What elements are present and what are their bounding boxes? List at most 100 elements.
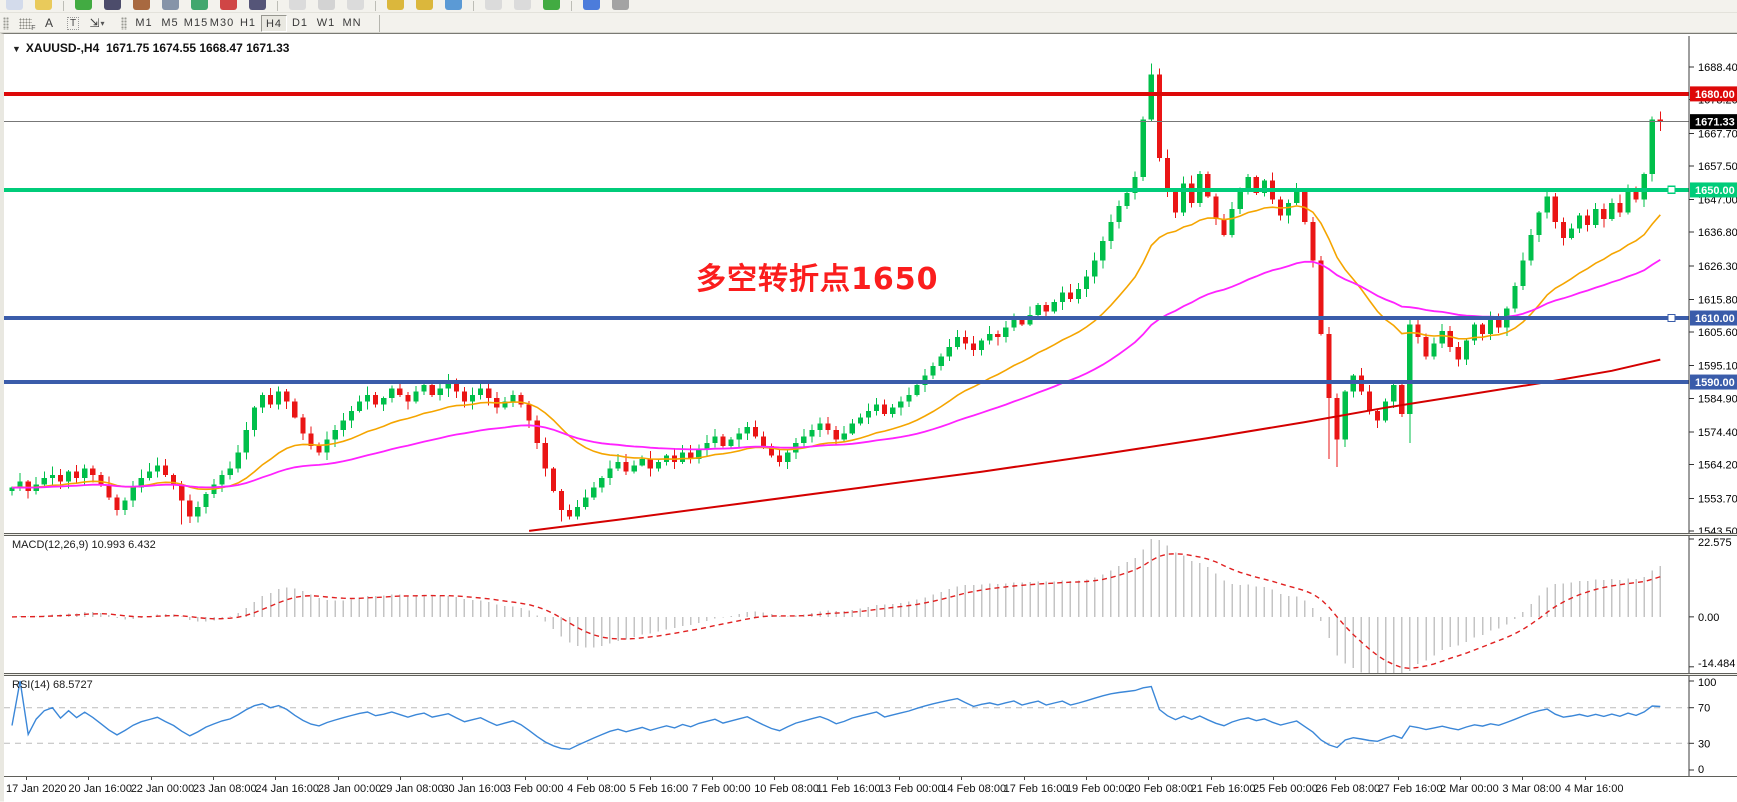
timeframe-button-d1[interactable]: D1 xyxy=(291,16,309,29)
price-tick-label: 1647.00 xyxy=(1698,195,1737,207)
toolbar-icon-fragment[interactable] xyxy=(75,0,92,10)
rsi-tick-label: 100 xyxy=(1698,677,1716,689)
toolbar-icon-fragment[interactable] xyxy=(583,0,600,10)
toolbar-icon-fragment[interactable] xyxy=(445,0,462,10)
toolbar-icon-fragment[interactable] xyxy=(416,0,433,10)
one-click-trading-arrow-icon[interactable]: ▼ xyxy=(12,44,21,54)
chart-window[interactable]: ▼ XAUUSD-,H4 1671.75 1674.55 1668.47 1671… xyxy=(0,33,1737,802)
time-tick xyxy=(524,777,526,780)
price-tick-label: 1667.70 xyxy=(1698,128,1737,140)
toolbar-icon-fragment[interactable] xyxy=(162,0,179,10)
toolbar-standard[interactable] xyxy=(0,0,1737,13)
chart-text-annotation[interactable]: 多空转折点1650 xyxy=(696,262,939,297)
time-tick-label: 22 Jan 00:00 xyxy=(130,783,195,795)
text-box-icon[interactable]: T xyxy=(62,15,84,32)
time-tick xyxy=(1584,777,1586,780)
time-tick-label: 14 Feb 08:00 xyxy=(941,783,1007,795)
toolbar-icon-fragment[interactable] xyxy=(387,0,404,10)
price-tick-label: 1584.90 xyxy=(1698,393,1737,405)
time-tick xyxy=(836,777,838,780)
time-tick xyxy=(150,777,152,780)
toolbar-icon-fragment[interactable] xyxy=(6,0,23,10)
macd-canvas[interactable]: 22.575 0.00 -14.484 xyxy=(4,536,1737,673)
timeframe-button-mn[interactable]: MN xyxy=(342,16,362,29)
time-tick xyxy=(1085,777,1087,780)
macd-axis[interactable]: 22.575 0.00 -14.484 xyxy=(1688,536,1735,673)
toolbar-icon-fragment[interactable] xyxy=(133,0,150,10)
toolbar-icon-fragment[interactable] xyxy=(318,0,335,10)
time-tick xyxy=(1397,777,1399,780)
macd-pane[interactable]: MACD(12,26,9) 10.993 6.432 22.575 0.00 -14… xyxy=(4,536,1737,673)
hline-drag-marker xyxy=(1667,313,1676,323)
time-tick-label: 21 Feb 16:00 xyxy=(1190,783,1256,795)
text-label-icon[interactable]: A xyxy=(44,16,53,30)
timeframe-button-w1[interactable]: W1 xyxy=(316,16,336,29)
main-price-pane[interactable]: ▼ XAUUSD-,H4 1671.75 1674.55 1668.47 1671… xyxy=(4,36,1737,533)
time-tick xyxy=(587,777,589,780)
toolbar-icon-fragment[interactable] xyxy=(35,0,52,10)
time-tick-label: 17 Feb 16:00 xyxy=(1003,783,1069,795)
svg-text:1680.00: 1680.00 xyxy=(1695,89,1735,101)
toolbar-icon-fragment[interactable] xyxy=(104,0,121,10)
time-tick xyxy=(213,777,215,780)
ma-fast-line xyxy=(11,205,1661,491)
time-tick xyxy=(88,777,90,780)
price-tick-label: 1636.80 xyxy=(1698,227,1737,239)
chart-title: ▼ XAUUSD-,H4 1671.75 1674.55 1668.47 1671… xyxy=(12,41,289,55)
rsi-canvas[interactable]: 100 70 30 0 xyxy=(4,676,1737,776)
time-tick xyxy=(1335,777,1337,780)
toolbar-icon-fragment[interactable] xyxy=(543,0,560,10)
time-tick xyxy=(26,777,27,780)
price-tick-label: 1553.70 xyxy=(1698,493,1737,505)
time-axis[interactable]: 17 Jan 2020 20 Jan 16:00 22 Jan 00:00 23 Ja… xyxy=(4,776,1737,802)
time-tick-label: 3 Feb 00:00 xyxy=(504,783,564,795)
macd-indicator-label: MACD(12,26,9) 10.993 6.432 xyxy=(12,539,156,551)
time-tick xyxy=(275,777,277,780)
toolbar-icon-fragment[interactable] xyxy=(514,0,531,10)
time-tick-label: 20 Feb 08:00 xyxy=(1128,783,1194,795)
toolbar-grip[interactable] xyxy=(3,16,9,30)
rsi-pane[interactable]: RSI(14) 68.5727 100 70 30 0 xyxy=(4,676,1737,776)
price-tick-label: 1657.50 xyxy=(1698,161,1737,173)
svg-text:1671.33: 1671.33 xyxy=(1695,117,1735,129)
time-tick-label: 27 Feb 16:00 xyxy=(1377,783,1443,795)
price-chart-canvas[interactable]: 1688.401678.201667.701657.501647.001636.… xyxy=(4,36,1737,533)
price-tag-1680.00: 1680.00 xyxy=(1690,86,1737,102)
timeframe-button-m1[interactable]: M1 xyxy=(135,16,153,29)
timeframe-button-h1[interactable]: H1 xyxy=(239,16,257,29)
timeframe-button-m15[interactable]: M15 xyxy=(183,16,209,29)
toolbar-grip[interactable] xyxy=(121,16,127,30)
time-tick-label: 13 Feb 00:00 xyxy=(878,783,944,795)
toolbar-icon-fragment[interactable] xyxy=(289,0,306,10)
rsi-line xyxy=(11,680,1661,750)
toolbar-icon-fragment[interactable] xyxy=(612,0,629,10)
price-tick-label: 1543.50 xyxy=(1698,526,1737,533)
toolbar-separator xyxy=(473,1,474,11)
pane-separator[interactable] xyxy=(4,533,1737,536)
toolbar-icon-fragment[interactable] xyxy=(347,0,364,10)
timeframe-button-m30[interactable]: M30 xyxy=(209,16,235,29)
chevron-down-icon: ▾ xyxy=(100,18,105,28)
toolbar-chart-tools: F A T ⇲ ▾ M1 M5 M15 M30 H1 H4 D1 W1 MN xyxy=(0,14,1737,33)
hline-drag-marker xyxy=(1667,185,1676,195)
time-tick-label: 28 Jan 00:00 xyxy=(317,783,382,795)
time-tick-label: 19 Feb 00:00 xyxy=(1065,783,1131,795)
toolbar-icon-fragment[interactable] xyxy=(191,0,208,10)
toolbar-separator xyxy=(571,1,572,11)
rsi-axis[interactable]: 100 70 30 0 xyxy=(1688,676,1716,776)
toolbar-icon-fragment[interactable] xyxy=(485,0,502,10)
timeframe-button-m5[interactable]: M5 xyxy=(161,16,179,29)
hline-1610.00[interactable] xyxy=(4,313,1689,323)
arrows-tool-icon[interactable]: ⇲ ▾ xyxy=(89,16,105,30)
toolbar-icon-fragment[interactable] xyxy=(249,0,266,10)
timeframe-button-h4[interactable]: H4 xyxy=(261,14,287,32)
price-tick-label: 1615.80 xyxy=(1698,294,1737,306)
pane-separator[interactable] xyxy=(4,673,1737,676)
pattern-grid-icon[interactable]: F xyxy=(14,15,36,32)
svg-text:1610.00: 1610.00 xyxy=(1695,313,1735,325)
toolbar-icon-fragment[interactable] xyxy=(220,0,237,10)
time-tick-label: 7 Feb 00:00 xyxy=(691,783,751,795)
price-axis[interactable]: 1688.401678.201667.701657.501647.001636.… xyxy=(1688,36,1737,533)
time-tick xyxy=(1210,777,1212,780)
hline-1650.00[interactable] xyxy=(4,185,1689,195)
